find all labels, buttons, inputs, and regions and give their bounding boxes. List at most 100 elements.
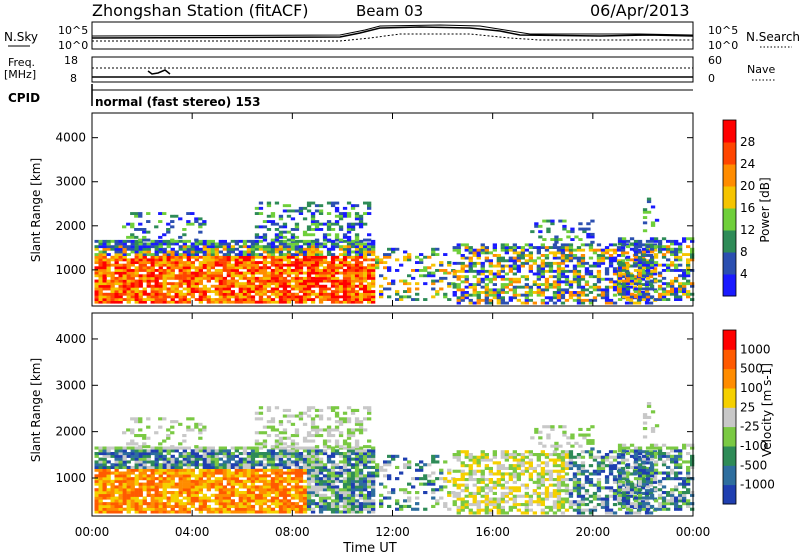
- heatmap-cell-1981: [512, 267, 517, 271]
- heatmap-cell-628: [214, 269, 219, 272]
- heatmap-cell-929: [274, 279, 280, 283]
- nsky-panel: N.Sky 10^5 10^0 10^5 10^0 N.Search: [4, 21, 800, 52]
- heatmap-cell-53: [102, 271, 107, 275]
- heatmap-cell-228: [134, 457, 139, 461]
- heatmap-cell-2278: [596, 248, 602, 252]
- heatmap-cell-307: [150, 258, 155, 262]
- heatmap-cell-520: [194, 507, 199, 511]
- heatmap-cell-203: [130, 263, 135, 267]
- heatmap-cell-1881: [484, 494, 489, 498]
- heatmap-cell-1486: [202, 425, 207, 429]
- heatmap-cell-82: [106, 454, 111, 458]
- heatmap-cell-1844: [472, 458, 477, 462]
- heatmap-cell-1717: [419, 274, 424, 278]
- heatmap-cell-2100: [548, 269, 554, 273]
- heatmap-cell-1868: [480, 267, 485, 271]
- heatmap-cell-2091: [544, 464, 550, 468]
- heatmap-cell-1871: [480, 251, 485, 255]
- heatmap-cell-1358: [358, 479, 364, 483]
- heatmap-cell-1306: [350, 507, 356, 511]
- heatmap-cell-646: [218, 279, 223, 283]
- heatmap-cell-238: [138, 493, 143, 497]
- heatmap-cell-1282: [346, 300, 352, 304]
- heatmap-cell-136: [118, 274, 123, 278]
- heatmap-cell-1003: [286, 250, 292, 254]
- heatmap-cell-2639: [653, 298, 659, 301]
- heatmap-cell-31: [98, 271, 103, 275]
- heatmap-cell-1379: [363, 479, 368, 483]
- heatmap-cell-1492: [258, 235, 264, 239]
- heatmap-cell-713: [230, 474, 235, 478]
- heatmap-cell-1854: [476, 480, 481, 484]
- heatmap-cell-260: [142, 488, 147, 492]
- heatmap-cell-1836: [472, 288, 477, 292]
- heatmap-cell-688: [226, 488, 231, 492]
- heatmap-cell-1451: [146, 238, 151, 242]
- heatmap-cell-2136: [556, 256, 562, 260]
- heatmap-cell-964: [278, 242, 284, 246]
- heatmap-cell-487: [186, 485, 191, 489]
- heatmap-cell-1657: [379, 504, 384, 508]
- heatmap-cell-879: [262, 463, 268, 467]
- heatmap-cell-718: [230, 247, 235, 251]
- heatmap-cell-1236: [334, 271, 340, 275]
- heatmap-cell-1898: [488, 272, 493, 276]
- heatmap-cell-1002: [286, 460, 292, 464]
- heatmap-cell-1862: [480, 500, 485, 504]
- heatmap-cell-1151: [318, 300, 324, 304]
- heatmap-cell-2438: [644, 283, 650, 286]
- heatmap-cell-2112: [552, 489, 558, 493]
- heatmap-cell-445: [178, 485, 183, 489]
- heatmap-cell-2005: [520, 494, 525, 498]
- heatmap-cell-6: [94, 284, 99, 288]
- heatmap-cell-353: [158, 454, 163, 458]
- heatmap-cell-720: [230, 239, 235, 243]
- heatmap-cell-1622: [346, 212, 352, 215]
- heatmap-cell-2131: [556, 272, 562, 276]
- heatmap-cell-1508: [270, 222, 276, 226]
- heatmap-cell-1211: [330, 279, 336, 283]
- heatmap-cell-583: [206, 496, 211, 500]
- nsky-line-2: [91, 24, 694, 37]
- heatmap-cell-1403: [367, 258, 372, 262]
- heatmap-cell-1994: [516, 486, 521, 490]
- heatmap-cell-1557: [306, 204, 312, 208]
- heatmap-cell-1826: [468, 264, 473, 268]
- heatmap-cell-1246: [338, 290, 344, 293]
- heatmap-cell-1346: [354, 242, 360, 246]
- heatmap-cell-1981: [512, 475, 517, 479]
- heatmap-cell-728: [234, 482, 239, 486]
- heatmap-cell-1437: [130, 417, 135, 421]
- heatmap-cell-1654: [375, 261, 380, 264]
- heatmap-cell-1647: [367, 233, 372, 237]
- heatmap-cell-1508: [270, 428, 276, 432]
- heatmap-cell-467: [182, 271, 187, 275]
- heatmap-cell-105: [114, 507, 119, 511]
- heatmap-cell-1782: [456, 494, 461, 498]
- heatmap-cell-532: [194, 463, 199, 467]
- heatmap-cell-1699: [407, 295, 412, 299]
- colorbar-tick-2: 12: [740, 223, 755, 237]
- heatmap-cell-765: [242, 287, 248, 291]
- heatmap-cell-167: [122, 245, 127, 249]
- heatmap-cell-1892: [488, 508, 493, 512]
- heatmap-cell-471: [182, 261, 187, 264]
- heatmap-cell-839: [254, 253, 260, 256]
- heatmap-cell-1435: [130, 431, 135, 435]
- heatmap-cell-1743: [435, 499, 440, 503]
- heatmap-cell-2543: [625, 292, 631, 296]
- heatmap-cell-1325: [350, 239, 356, 243]
- heatmap-cell-1054: [298, 488, 304, 492]
- heatmap-cell-939: [274, 250, 280, 254]
- heatmap-cell-2444: [644, 259, 650, 263]
- heatmap-cell-1230: [334, 499, 340, 503]
- heatmap-cell-350: [158, 465, 163, 469]
- heatmap-cell-1794: [460, 293, 465, 297]
- heatmap-cell-1339: [354, 468, 360, 472]
- heatmap-cell-791: [246, 271, 252, 275]
- heatmap-cell-1291: [346, 485, 352, 489]
- heatmap-cell-2044: [532, 491, 537, 495]
- heatmap-cell-997: [286, 266, 292, 270]
- heatmap-cell-1099: [306, 474, 312, 478]
- heatmap-cell-1535: [290, 238, 296, 242]
